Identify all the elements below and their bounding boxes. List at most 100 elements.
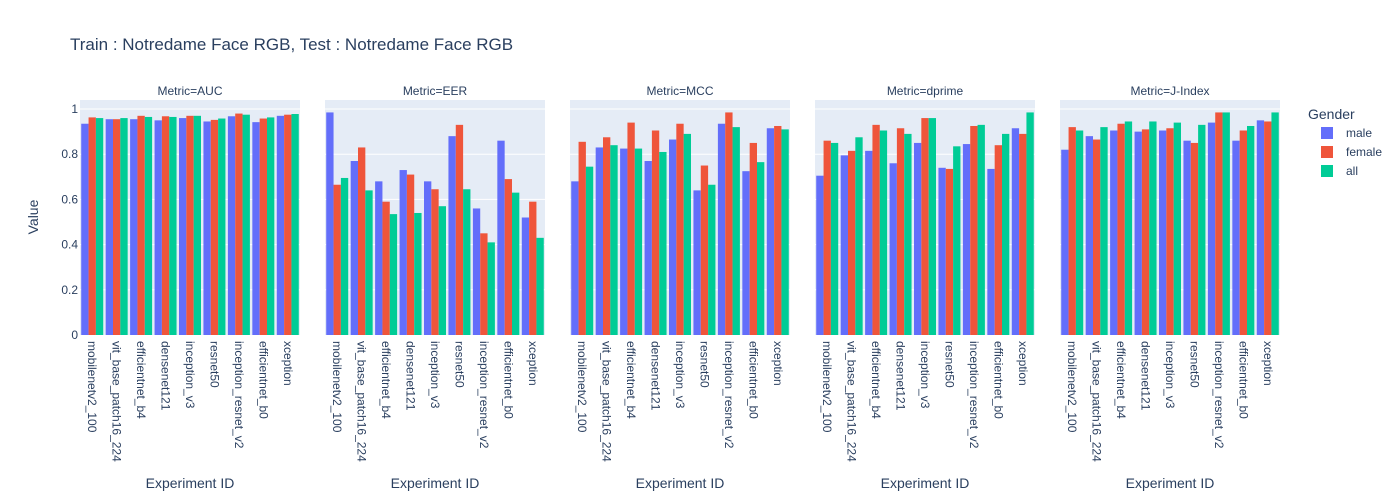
x-tick-label: xception: [1016, 341, 1030, 386]
bar-male: [1011, 128, 1020, 335]
bar-male: [669, 139, 677, 335]
bar-female: [823, 140, 831, 335]
y-tick-label: 0.2: [61, 283, 78, 297]
x-tick-label: densenet121: [649, 341, 663, 411]
bar-all: [218, 118, 226, 335]
bar-female: [455, 124, 464, 335]
bar-male: [938, 167, 946, 335]
x-tick-label: densenet121: [159, 341, 173, 411]
x-tick-label: mobilenetv2_100: [575, 341, 589, 433]
bar-female: [1117, 123, 1125, 335]
x-tick-label: vit_base_patch16_224: [600, 341, 614, 462]
x-tick-label: xception: [281, 341, 295, 386]
bar-male: [179, 118, 187, 335]
bar-male: [1232, 140, 1240, 335]
bar-male: [1085, 136, 1093, 335]
bar-all: [1124, 121, 1133, 335]
bar-all: [512, 192, 520, 335]
bar-all: [659, 151, 667, 335]
bar-male: [1134, 131, 1142, 335]
bar-female: [1068, 127, 1076, 336]
facet-title: Metric=EER: [403, 84, 468, 98]
chart-title: Train : Notredame Face RGB, Test : Notre…: [70, 35, 513, 54]
x-tick-label: xception: [526, 341, 540, 386]
bar-female: [921, 118, 929, 335]
x-tick-label: xception: [1261, 341, 1275, 386]
bar-female: [284, 114, 292, 335]
bar-male: [81, 123, 89, 335]
bar-all: [732, 127, 740, 336]
legend-label-male: male: [1346, 126, 1372, 140]
facet-title: Metric=dprime: [887, 84, 964, 98]
legend-label-all: all: [1346, 164, 1358, 178]
bar-all: [634, 148, 643, 335]
x-axis-title: Experiment ID: [636, 475, 725, 491]
x-tick-label: resnet50: [942, 341, 956, 388]
y-tick-label: 0.4: [61, 238, 78, 252]
legend-swatch-all: [1321, 165, 1333, 177]
legend-swatch-male: [1321, 127, 1333, 139]
bar-all: [193, 115, 201, 335]
bar-all: [904, 133, 912, 335]
bar-female: [1166, 128, 1174, 335]
x-tick-label: mobilenetv2_100: [85, 341, 99, 433]
bar-all: [414, 212, 422, 335]
bar-male: [1183, 140, 1191, 335]
bar-all: [340, 177, 349, 335]
bar-female: [113, 119, 121, 336]
bar-all: [757, 162, 765, 335]
bar-all: [928, 118, 936, 335]
facet-panel: Metric=dprime mobilenetv2_100 vit_base_pat…: [815, 84, 1035, 491]
x-axis-title: Experiment ID: [391, 475, 480, 491]
bar-female: [725, 112, 733, 336]
bar-female: [88, 117, 96, 336]
x-tick-label: inception_resnet_v2: [722, 341, 736, 449]
x-tick-label: mobilenetv2_100: [820, 341, 834, 433]
bar-female: [651, 130, 660, 335]
x-tick-label: efficientnet_b4: [869, 341, 883, 419]
x-tick-label: resnet50: [1187, 341, 1201, 388]
bar-all: [1149, 121, 1157, 335]
bar-female: [848, 150, 856, 335]
bar-female: [210, 119, 219, 335]
bar-male: [399, 170, 407, 335]
facet-title: Metric=AUC: [157, 84, 222, 98]
bar-female: [970, 125, 978, 336]
bar-female: [994, 145, 1002, 335]
x-tick-label: resnet50: [697, 341, 711, 388]
x-tick-label: inception_resnet_v2: [1212, 341, 1226, 449]
bar-male: [1110, 130, 1118, 335]
bar-male: [276, 115, 285, 335]
bar-all: [1173, 122, 1181, 335]
x-tick-label: efficientnet_b0: [746, 341, 760, 419]
bar-male: [766, 128, 775, 335]
bar-female: [700, 165, 709, 335]
bar-female: [259, 118, 267, 335]
bar-all: [1100, 127, 1108, 336]
bar-female: [161, 116, 170, 336]
y-tick-label: 0.6: [61, 192, 78, 206]
x-axis-title: Experiment ID: [146, 475, 235, 491]
x-axis-title: Experiment ID: [1126, 475, 1215, 491]
bar-male: [497, 140, 505, 335]
bar-all: [683, 133, 691, 335]
facet-panel: Metric=AUC mobilenetv2_100 vit_base_patch1…: [80, 84, 300, 491]
x-tick-label: resnet50: [452, 341, 466, 388]
bar-female: [137, 115, 145, 335]
bar-male: [1207, 122, 1216, 335]
bar-all: [953, 146, 961, 335]
bar-female: [480, 233, 488, 335]
bar-all: [1026, 112, 1034, 336]
x-tick-label: vit_base_patch16_224: [845, 341, 859, 462]
bar-male: [350, 161, 358, 335]
bar-male: [227, 116, 236, 336]
legend: Gender male female all: [1308, 106, 1382, 178]
x-tick-label: xception: [771, 341, 785, 386]
bar-male: [448, 136, 456, 335]
bar-all: [536, 237, 544, 335]
bar-male: [252, 122, 260, 335]
facet-title: Metric=J-Index: [1130, 84, 1209, 98]
bar-all: [1075, 130, 1084, 335]
bar-male: [105, 119, 113, 336]
